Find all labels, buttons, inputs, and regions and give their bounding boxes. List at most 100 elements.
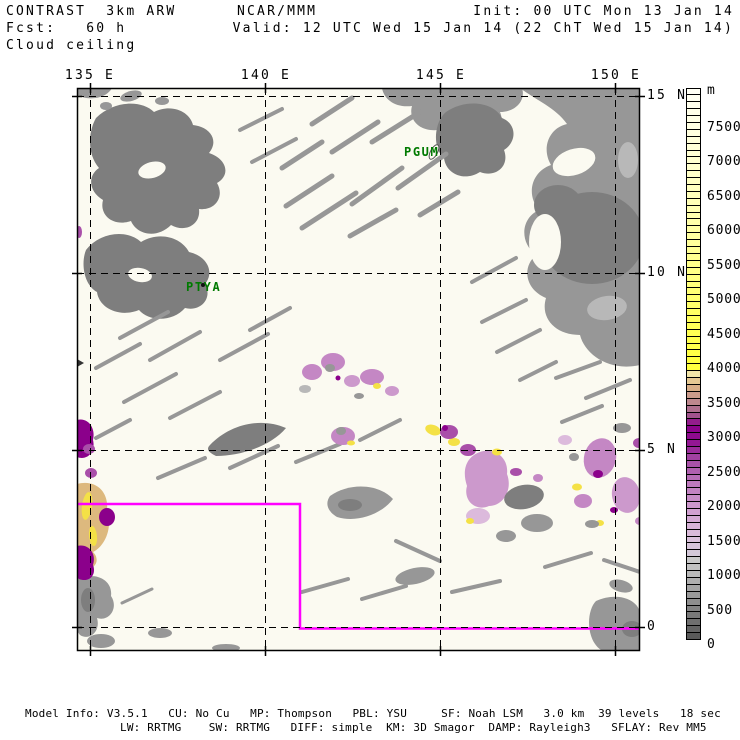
colorbar-cell <box>686 142 701 151</box>
colorbar-cell <box>686 528 701 537</box>
colorbar-cell <box>686 349 701 358</box>
colorbar-tick-label: 5500 <box>707 257 740 273</box>
colorbar-tick-label: 3000 <box>707 430 740 446</box>
colorbar-cell <box>686 87 701 96</box>
colorbar-cell <box>686 508 701 516</box>
island-yap <box>201 283 205 287</box>
colorbar-cell <box>686 418 701 427</box>
colorbar-cell <box>686 177 701 185</box>
colorbar-tick-label: 1500 <box>707 533 740 549</box>
colorbar-cell <box>686 314 701 323</box>
cloud-region <box>589 596 640 650</box>
cloud-region <box>558 435 572 445</box>
cloud-region <box>336 427 346 435</box>
colorbar-cell <box>686 563 701 572</box>
model-info-line1: Model Info: V3.5.1 CU: No Cu MP: Thompso… <box>25 707 721 720</box>
colorbar-cell <box>686 115 701 123</box>
colorbar-cell <box>686 397 701 406</box>
cloud-region <box>385 386 399 396</box>
colorbar-cell <box>686 363 701 372</box>
colorbar-cell <box>686 266 701 275</box>
x-axis-label: 150 E <box>590 68 642 83</box>
colorbar-cell <box>686 590 701 599</box>
island-guam <box>428 144 440 160</box>
cloud-region <box>338 499 362 511</box>
cloud-region <box>510 468 522 476</box>
cloud-streak <box>120 587 154 605</box>
colorbar-cell <box>686 370 701 379</box>
cloud-region <box>148 628 172 638</box>
colorbar-cell <box>686 466 701 475</box>
colorbar-cell <box>686 163 701 172</box>
colorbar-cell <box>686 494 701 503</box>
colorbar-tick-label: 5000 <box>707 292 740 308</box>
cloud-region <box>395 567 435 585</box>
colorbar-cell <box>686 501 701 510</box>
field-name: Cloud ceiling <box>6 38 137 53</box>
init-time: Init: 00 UTC Mon 13 Jan 14 <box>473 4 734 19</box>
colorbar-tick-label: 1000 <box>707 568 740 584</box>
colorbar-tick-label: 0 <box>707 637 716 652</box>
nest-domain-boundary <box>77 502 640 630</box>
cloud-region <box>618 142 638 178</box>
colorbar-tick-label: 500 <box>707 602 733 618</box>
colorbar-cell <box>686 611 701 620</box>
colorbar-cell <box>686 542 701 551</box>
cloud-region <box>492 448 502 456</box>
cloud-region <box>569 453 579 461</box>
cloud-region <box>611 477 640 513</box>
valid-time: Valid: 12 UTC Wed 15 Jan 14 (22 ChT Wed … <box>232 21 734 36</box>
cloud-streak <box>94 306 292 440</box>
colorbar-cell <box>686 425 701 434</box>
colorbar-cell <box>686 170 701 179</box>
model-info-line2: LW: RRTMG SW: RRTMG DIFF: simple KM: 3D … <box>120 721 707 734</box>
colorbar-cell <box>686 259 701 268</box>
cloud-region <box>466 518 474 524</box>
cloud-streak <box>470 256 632 424</box>
cloud-region <box>299 385 311 393</box>
forecast-hour: Fcst: 60 h <box>6 21 127 36</box>
cloud-region <box>587 295 627 321</box>
colorbar-cell <box>686 273 701 282</box>
colorbar-cell <box>686 328 701 337</box>
colorbar-cell <box>686 549 701 558</box>
colorbar-cell <box>686 204 701 213</box>
colorbar-cell <box>686 377 701 385</box>
cloud-hole <box>138 161 166 179</box>
y-axis-label: 0 <box>647 619 658 634</box>
colorbar-cell <box>686 383 701 392</box>
colorbar-cell <box>686 121 701 130</box>
cloud-region <box>83 444 95 454</box>
colorbar-cell <box>686 487 701 496</box>
cloud-region <box>593 470 603 478</box>
cloud-region <box>302 364 322 380</box>
cloud-hole <box>552 147 596 177</box>
x-axis-label: 135 E <box>64 68 116 83</box>
colorbar-tick-label: 6500 <box>707 188 740 204</box>
colorbar-cell <box>686 342 701 351</box>
cloud-streak <box>238 107 298 164</box>
colorbar-cell <box>686 390 701 399</box>
colorbar-cell <box>686 625 701 634</box>
colorbar-cell <box>686 604 701 613</box>
map-frame <box>76 87 641 652</box>
station-label-pgum: PGUM <box>404 145 440 159</box>
center-title: NCAR/MMM <box>237 4 318 19</box>
cloud-hole <box>529 214 561 270</box>
cloud-region <box>442 425 448 431</box>
cloud-region <box>325 364 335 372</box>
colorbar-cell <box>686 521 701 530</box>
cloud-region <box>88 526 98 546</box>
cloud-region <box>583 438 617 478</box>
cloud-region <box>81 492 93 520</box>
cloud-region <box>373 383 381 389</box>
cloud-region <box>610 507 618 513</box>
colorbar-cell <box>686 632 701 640</box>
cloud-region <box>354 393 364 399</box>
colorbar-cell <box>686 252 701 261</box>
model-title: CONTRAST 3km ARW <box>6 4 177 19</box>
colorbar-cell <box>686 128 701 137</box>
axis-ticks <box>72 83 645 656</box>
colorbar-cell <box>686 473 701 482</box>
